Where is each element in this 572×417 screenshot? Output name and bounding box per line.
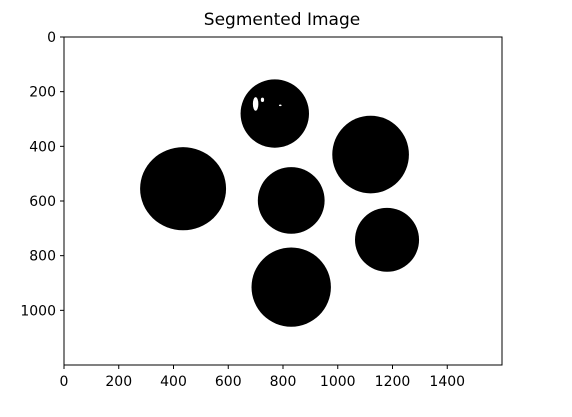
- y-tick-label: 0: [47, 30, 56, 46]
- segmented-region-6: [251, 247, 331, 327]
- x-tick-label: 0: [60, 374, 69, 390]
- plot-area: [63, 36, 503, 366]
- segmented-region-4: [332, 115, 409, 194]
- x-tick-label: 1000: [320, 374, 356, 390]
- y-tick-label: 200: [29, 85, 56, 101]
- segmented-region-2: [240, 79, 310, 148]
- segmented-region-1: [140, 147, 227, 231]
- region-highlight-1: [252, 97, 259, 111]
- x-tick-label: 1200: [375, 374, 411, 390]
- y-axis: 0 200 400 600 800 1000: [20, 30, 64, 319]
- y-tick-label: 1000: [20, 303, 56, 319]
- region-highlight-2: [260, 97, 265, 103]
- x-tick-label: 1400: [429, 374, 465, 390]
- y-tick-label: 600: [29, 194, 56, 210]
- x-axis: 0 200 400 600 800 1000 1200 1400: [60, 365, 465, 390]
- y-tick-label: 400: [29, 139, 56, 155]
- regions-layer: [140, 79, 420, 327]
- x-tick-label: 200: [105, 374, 132, 390]
- highlights-layer: [252, 97, 282, 111]
- segmented-region-3: [257, 167, 325, 234]
- chart-title: Segmented Image: [204, 10, 360, 30]
- y-tick-label: 800: [29, 249, 56, 265]
- region-highlight-3: [278, 104, 282, 107]
- x-tick-label: 800: [270, 374, 297, 390]
- x-tick-label: 400: [160, 374, 187, 390]
- segmented-region-5: [354, 207, 420, 272]
- x-tick-label: 600: [215, 374, 242, 390]
